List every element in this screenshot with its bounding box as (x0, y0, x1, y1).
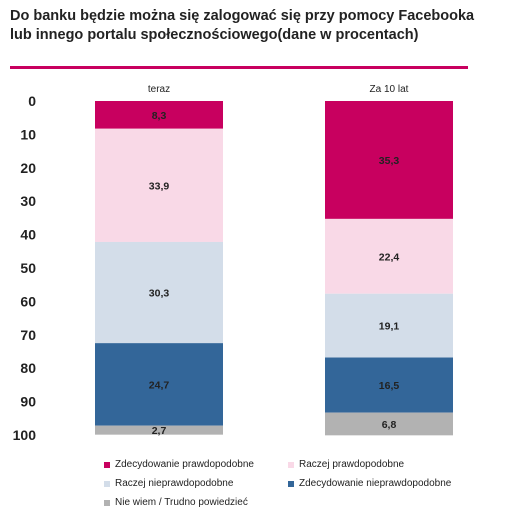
legend-item: Nie wiem / Trudno powiedzieć (104, 497, 248, 508)
category-label: Za 10 lat (370, 84, 409, 95)
bar-segment (325, 412, 453, 436)
data-label: 30,3 (149, 288, 170, 300)
legend-label: Zdecydowanie prawdopodobne (115, 459, 254, 470)
bar-segment (325, 357, 453, 413)
data-label: 35,3 (379, 155, 400, 167)
legend-label: Raczej prawdopodobne (299, 459, 405, 470)
data-label: 6,8 (382, 419, 397, 431)
bar-segment (325, 218, 453, 294)
bar-segment (325, 101, 453, 219)
category-label: teraz (148, 84, 170, 95)
y-tick-label: 30 (20, 193, 36, 209)
data-label: 2,7 (152, 425, 167, 437)
legend-label: Raczej nieprawdopodobne (115, 478, 234, 489)
bar-segment (95, 241, 223, 344)
legend-swatch (104, 480, 110, 487)
y-tick-label: 70 (20, 327, 36, 343)
data-label: 19,1 (379, 321, 400, 333)
y-tick-label: 20 (20, 160, 36, 176)
y-tick-label: 50 (20, 260, 36, 276)
data-label: 8,3 (152, 110, 167, 122)
bar-segment (95, 425, 223, 435)
bar-segment (95, 101, 223, 129)
data-label: 33,9 (149, 180, 170, 192)
y-tick-label: 60 (20, 293, 36, 309)
legend-label: Nie wiem / Trudno powiedzieć (115, 497, 248, 508)
chart-title: Do banku będzie można się zalogować się … (10, 8, 475, 43)
bar-segment (325, 293, 453, 358)
y-tick-label: 10 (20, 126, 36, 142)
legend-item: Zdecydowanie prawdopodobne (104, 459, 254, 470)
legend-swatch (104, 461, 110, 468)
data-label: 24,7 (149, 379, 170, 391)
data-label: 16,5 (379, 380, 400, 392)
legend-item: Zdecydowanie nieprawdopodobne (288, 478, 451, 489)
bar-segment (95, 343, 223, 426)
legend-swatch (104, 499, 110, 506)
legend-item: Raczej prawdopodobne (288, 459, 404, 470)
y-tick-label: 80 (20, 360, 36, 376)
legend-label: Zdecydowanie nieprawdopodobne (299, 478, 452, 489)
title-underline (10, 66, 468, 69)
legend-swatch (288, 461, 294, 468)
legend-item: Raczej nieprawdopodobne (104, 478, 233, 489)
y-tick-label: 100 (13, 427, 37, 443)
data-label: 22,4 (379, 251, 400, 263)
y-tick-label: 90 (20, 394, 36, 410)
bar-segment (95, 128, 223, 242)
y-tick-label: 0 (28, 93, 36, 109)
y-tick-label: 40 (20, 227, 36, 243)
legend-swatch (288, 480, 294, 487)
